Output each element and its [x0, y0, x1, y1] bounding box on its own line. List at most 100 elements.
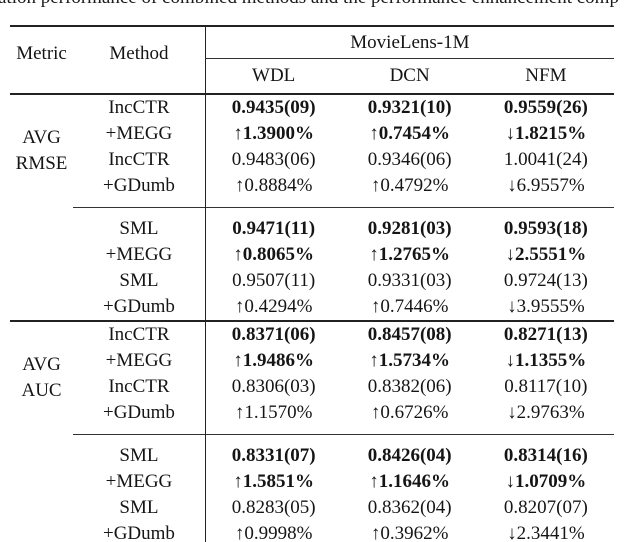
value-cell: ↑0.7446% — [370, 296, 449, 317]
value-cell: 0.9593(18) — [477, 207, 614, 242]
value-cell: ↑0.8884% — [204, 173, 342, 208]
value-cell: 0.8457(08) — [341, 320, 478, 348]
value-cell: 0.9281(03) — [341, 207, 478, 242]
value-cell: 0.9331(03) — [367, 270, 452, 291]
value-cell: 0.8382(06) — [367, 376, 452, 397]
method-cell: +GDumb — [102, 402, 175, 423]
value-cell: ↓1.0709% — [505, 471, 587, 492]
value-cell: 0.8362(04) — [367, 497, 452, 518]
col-header-dataset: MovieLens-1M — [204, 26, 614, 59]
value-cell: 0.8314(16) — [477, 434, 614, 469]
table-row: +MEGG ↑0.8065% ↑1.2765% ↓2.5551% — [10, 242, 614, 268]
method-cell: IncCTR — [108, 97, 170, 118]
value-cell: ↓1.1355% — [505, 350, 587, 371]
value-cell: ↓2.9763% — [507, 402, 585, 423]
table-row: +MEGG ↑1.5851% ↑1.1646% ↓1.0709% — [10, 469, 614, 495]
metric-label: AVG AUC — [10, 320, 74, 435]
method-cell: +GDumb — [102, 296, 175, 317]
header-row-models: WDL DCN NFM — [10, 58, 614, 95]
method-cell: +GDumb — [102, 523, 175, 542]
method-cell: IncCTR — [108, 376, 170, 397]
metric-line: AUC — [21, 380, 62, 402]
value-cell: 0.8371(06) — [204, 320, 342, 348]
table-body: AVG RMSE IncCTR 0.9435(09) 0.9321(10) 0.9559(… — [10, 94, 614, 542]
table-row: IncCTR 0.8306(03) 0.8382(06) 0.8117(10) — [10, 374, 614, 400]
table-row: +GDumb ↑1.1570% ↑0.6726% ↓2.9763% — [10, 400, 614, 435]
value-cell: ↑0.4792% — [370, 175, 449, 196]
table-row: SML 0.9471(11) 0.9281(03) 0.9593(18) — [10, 207, 614, 242]
metric-spacer — [10, 208, 73, 322]
value-cell: ↑0.8065% — [204, 242, 342, 268]
col-header-nfm: NFM — [477, 58, 614, 95]
method-cell: +MEGG — [105, 350, 173, 371]
method-cell: SML — [73, 434, 206, 469]
table-row: IncCTR 0.9483(06) 0.9346(06) 1.0041(24) — [10, 147, 614, 173]
value-cell: 0.9321(10) — [367, 97, 452, 118]
value-cell: ↑0.4294% — [204, 294, 342, 321]
table-row: AVG RMSE IncCTR 0.9435(09) 0.9321(10) 0.9559(… — [10, 94, 614, 174]
method-cell: SML — [119, 270, 159, 291]
value-cell: ↑0.7454% — [369, 123, 451, 144]
value-cell: ↓1.8215% — [505, 123, 587, 144]
table-row: SML 0.9507(11) 0.9331(03) 0.9724(13) — [10, 268, 614, 294]
table-row: SML 0.8331(07) 0.8426(04) 0.8314(16) — [10, 434, 614, 469]
value-cell: 0.9471(11) — [204, 207, 342, 242]
value-cell: 0.8426(04) — [341, 434, 478, 469]
value-cell: 0.8271(13) — [477, 320, 614, 348]
value-cell: ↓3.9555% — [507, 296, 585, 317]
value-cell: ↑1.5851% — [204, 469, 342, 495]
value-cell: 0.9346(06) — [367, 149, 452, 170]
col-header-dcn: DCN — [341, 58, 478, 95]
col-header-method: Method — [73, 26, 206, 95]
col-header-wdl: WDL — [204, 58, 342, 95]
value-cell: ↑1.3900% — [204, 121, 342, 147]
value-cell: ↓6.9557% — [507, 175, 585, 196]
method-cell: +MEGG — [105, 471, 173, 492]
value-cell: 0.8117(10) — [504, 376, 588, 397]
table-row: +MEGG ↑1.3900% ↑0.7454% ↓1.8215% — [10, 121, 614, 147]
value-cell: ↑0.3962% — [370, 523, 449, 542]
value-cell: 0.8207(07) — [503, 497, 588, 518]
value-cell: 0.9507(11) — [204, 268, 342, 294]
method-cell: IncCTR — [108, 149, 170, 170]
metric-line: RMSE — [15, 153, 68, 175]
method-cell: +MEGG — [105, 244, 173, 265]
value-cell: 0.8306(03) — [204, 374, 342, 400]
header-row-dataset: Metric Method MovieLens-1M — [10, 26, 614, 95]
metric-line: AVG — [22, 127, 61, 149]
value-cell: 0.9435(09) — [204, 94, 342, 121]
table-row: AVG AUC IncCTR 0.8371(06) 0.8457(08) 0.8271(1… — [10, 320, 614, 435]
metric-label: AVG RMSE — [10, 94, 73, 208]
results-table: Metric Method MovieLens-1M WDL DCN NFM A… — [10, 25, 614, 542]
method-cell: +GDumb — [102, 175, 175, 196]
col-header-metric: Metric — [10, 26, 74, 95]
value-cell: ↑1.1646% — [369, 471, 451, 492]
value-cell: ↑1.1570% — [204, 400, 342, 435]
value-cell: ↑1.9486% — [204, 348, 342, 374]
value-cell: ↓2.3441% — [507, 523, 585, 542]
method-cell: IncCTR — [73, 320, 206, 348]
value-cell: ↑1.5734% — [369, 350, 451, 371]
value-cell: 0.9559(26) — [503, 97, 588, 118]
table-row: +GDumb ↑0.4294% ↑0.7446% ↓3.9555% — [10, 294, 614, 321]
table-row: +GDumb ↑0.9998% ↑0.3962% ↓2.3441% — [10, 521, 614, 542]
table-row: +GDumb ↑0.8884% ↑0.4792% ↓6.9557% — [10, 173, 614, 208]
value-cell: 0.9724(13) — [503, 270, 588, 291]
method-cell: SML — [119, 497, 159, 518]
value-cell: ↑0.6726% — [370, 402, 449, 423]
metric-line: AVG — [22, 354, 61, 376]
value-cell: 0.8331(07) — [204, 434, 342, 469]
value-cell: 0.9483(06) — [204, 147, 342, 173]
method-cell: SML — [73, 207, 206, 242]
method-cell: +MEGG — [105, 123, 173, 144]
metric-spacer — [10, 435, 73, 542]
table-header: Metric Method MovieLens-1M WDL DCN NFM — [10, 26, 614, 95]
value-cell: ↑0.9998% — [204, 521, 342, 542]
table-row: SML 0.8283(05) 0.8362(04) 0.8207(07) — [10, 495, 614, 521]
value-cell: ↑1.2765% — [369, 244, 451, 265]
value-cell: 0.8283(05) — [204, 495, 342, 521]
table-row: +MEGG ↑1.9486% ↑1.5734% ↓1.1355% — [10, 348, 614, 374]
caption-text: ation performance of combined methods an… — [0, 0, 640, 9]
value-cell: ↓2.5551% — [505, 244, 587, 265]
